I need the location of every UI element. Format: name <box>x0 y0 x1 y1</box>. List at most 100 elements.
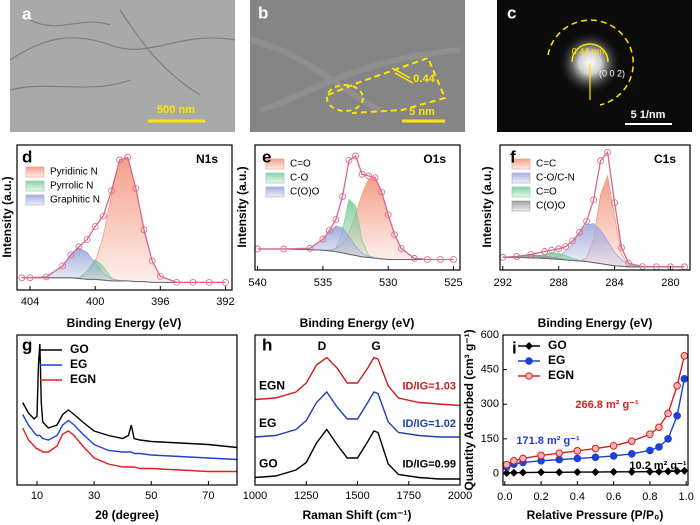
x-tick-label: 530 <box>379 277 397 289</box>
data-point <box>352 152 359 160</box>
series-line <box>22 343 238 449</box>
data-point <box>527 251 535 258</box>
x-axis-title: Raman Shift (cm⁻¹) <box>302 508 411 522</box>
marker <box>518 468 527 477</box>
data-point <box>358 170 366 178</box>
dashed-outline <box>327 56 447 114</box>
x-tick-label: 0.0 <box>497 491 512 503</box>
data-point <box>604 148 611 156</box>
panel-letter: g <box>22 335 32 354</box>
y-axis-title: Intensity (a.u.) <box>0 176 14 257</box>
data-point <box>326 227 333 234</box>
legend-swatch <box>511 200 531 212</box>
tem-image <box>10 0 235 132</box>
data-point <box>42 273 50 281</box>
data-point <box>319 235 327 243</box>
scale-label: 5 nm <box>409 106 435 118</box>
data-point <box>18 274 26 282</box>
marker <box>591 468 600 477</box>
series-line <box>254 390 460 438</box>
data-point <box>124 153 132 161</box>
marker <box>664 409 672 418</box>
diffraction-ring <box>547 19 634 106</box>
legend-swatch <box>25 194 45 206</box>
x-axis-title: Binding Energy (eV) <box>67 316 182 330</box>
marker <box>654 467 663 476</box>
panel-letter: h <box>262 335 272 354</box>
x-tick-label: 396 <box>151 296 169 308</box>
x-tick-label: 288 <box>549 277 567 289</box>
x-tick-label: 0.6 <box>606 491 621 503</box>
lattice-marks <box>391 67 414 84</box>
marker <box>673 467 682 476</box>
peak-label: D <box>318 339 327 353</box>
data-point <box>541 248 549 255</box>
plot-frame <box>16 334 238 486</box>
marker <box>555 455 564 464</box>
data-point <box>365 172 372 180</box>
marker <box>609 441 618 450</box>
marker <box>627 467 636 476</box>
data-point <box>173 278 181 286</box>
marker <box>555 468 564 477</box>
marker <box>646 430 654 439</box>
x-tick-label: 10 <box>31 490 43 502</box>
data-point <box>156 272 164 280</box>
legend-label: C=O <box>290 159 311 170</box>
data-point <box>345 156 353 164</box>
marker <box>680 375 689 383</box>
series-label: EGN <box>259 379 285 393</box>
marker <box>680 351 689 360</box>
y-tick-label: 0 <box>493 467 499 479</box>
x-tick-label: 70 <box>202 490 214 502</box>
x-tick-label: 0.2 <box>533 491 548 503</box>
data-point <box>83 236 91 243</box>
scale-label: 5 1/nm <box>631 109 666 121</box>
marker <box>519 454 527 463</box>
panel-letter: e <box>262 147 271 166</box>
lattice-label: 0.44 <box>413 73 435 85</box>
x-axis-title: Binding Energy (eV) <box>300 316 415 330</box>
peak-area <box>502 223 685 268</box>
x-tick-label: 0.4 <box>570 491 585 503</box>
sheet-edges <box>9 9 236 96</box>
legend-swatch <box>265 186 285 198</box>
marker <box>680 466 689 475</box>
y-tick-label: 150 <box>481 433 499 445</box>
marker <box>609 467 618 476</box>
data-point <box>611 199 618 207</box>
d-spacing-label: 0.44 nm <box>572 46 605 56</box>
y-axis-title: Intensity (a.u.) <box>235 166 249 247</box>
data-point <box>116 156 124 164</box>
scale-label: 500 nm <box>157 104 195 116</box>
series-line <box>22 414 238 461</box>
x-tick-label: 284 <box>605 277 623 289</box>
legend-swatch <box>511 158 531 170</box>
panel-letter: f <box>510 147 516 166</box>
data-point <box>548 246 556 254</box>
x-tick-label: 2000 <box>448 490 472 502</box>
marker <box>627 437 636 445</box>
marker <box>525 372 533 380</box>
x-tick-label: 400 <box>86 296 104 308</box>
data-point <box>397 245 405 252</box>
y-tick-label: 600 <box>481 329 499 341</box>
data-point <box>391 231 399 239</box>
marker <box>655 443 663 451</box>
legend-swatch <box>511 186 531 198</box>
texture <box>249 37 461 113</box>
x-tick-label: 540 <box>248 277 266 289</box>
legend-label: C=O <box>536 187 557 198</box>
panel-letter: i <box>512 338 517 357</box>
marker <box>591 444 600 453</box>
marker <box>525 342 533 350</box>
legend-swatch <box>25 180 45 192</box>
data-point <box>590 196 598 204</box>
panel-letter: b <box>258 3 268 22</box>
surface-area-label: 171.8 m² g⁻¹ <box>516 435 580 447</box>
x-axis-title: 2θ (degree) <box>95 508 159 522</box>
data-point <box>513 253 521 260</box>
spectrum-title: C1s <box>654 152 676 166</box>
plot-frame <box>254 144 461 271</box>
